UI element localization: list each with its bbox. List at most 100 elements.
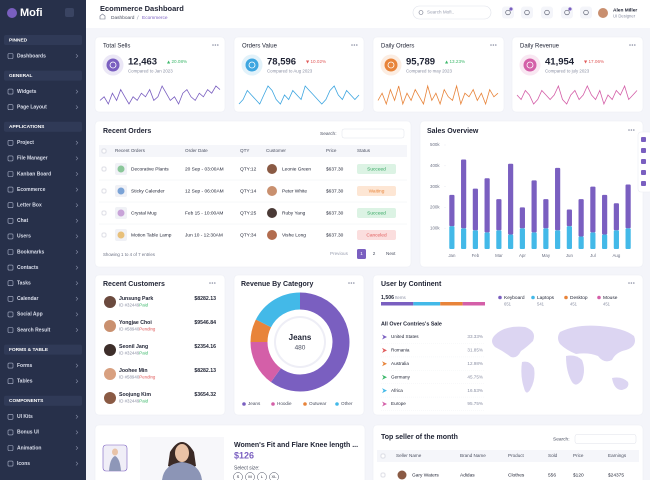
menu-dot[interactable] — [348, 282, 350, 284]
pagination[interactable]: 1 — [360, 251, 363, 256]
menu-item[interactable]: Letter Box — [17, 203, 42, 209]
header-icon[interactable] — [541, 6, 553, 19]
menu-dot[interactable] — [495, 44, 497, 46]
menu-dot[interactable] — [353, 44, 356, 46]
customer-avatar — [104, 392, 116, 404]
menu-dot[interactable] — [350, 282, 353, 284]
toolbar-icon[interactable] — [641, 170, 646, 175]
menu-dot[interactable] — [212, 44, 214, 46]
menu-item[interactable]: Social App — [17, 312, 43, 318]
menu-item[interactable]: Icons — [17, 461, 30, 467]
menu-item[interactable]: Contacts — [17, 265, 39, 271]
menu-item[interactable]: Users — [17, 234, 31, 240]
checkbox[interactable] — [101, 188, 107, 194]
menu-dot[interactable] — [633, 129, 635, 131]
checkbox[interactable] — [101, 210, 107, 216]
size-option[interactable] — [269, 472, 279, 480]
menu-dot[interactable] — [351, 44, 353, 46]
badge — [568, 7, 572, 11]
toolbar-icon[interactable] — [641, 148, 646, 153]
menu-dot[interactable] — [630, 282, 633, 284]
menu-item[interactable]: Chat — [17, 218, 28, 224]
menu-dot[interactable] — [630, 129, 633, 131]
menu-item[interactable]: Project — [17, 140, 34, 146]
menu-item[interactable]: Bookmarks — [17, 249, 44, 255]
size-option[interactable] — [245, 472, 255, 480]
amount: $8282.13 — [194, 368, 216, 374]
stat-value: 41,954 — [545, 57, 575, 68]
menu-item[interactable]: Calendar — [17, 296, 38, 302]
checkbox[interactable] — [101, 148, 107, 154]
size-text[interactable]: M — [248, 474, 251, 479]
search-input[interactable] — [574, 434, 637, 444]
customer-id-number: ID #32449 — [119, 303, 140, 308]
menu-dot[interactable] — [353, 282, 355, 284]
menu-dot[interactable] — [356, 44, 358, 46]
menu-item[interactable]: Kanban Board — [17, 171, 51, 177]
menu-icon — [7, 413, 14, 420]
menu-dot[interactable] — [634, 44, 636, 46]
checkbox[interactable] — [101, 166, 107, 172]
payment-status: Pending — [139, 375, 156, 380]
size-option[interactable] — [233, 472, 243, 480]
x-tick-label: Feb — [472, 253, 480, 258]
checkbox[interactable] — [101, 232, 107, 238]
toolbar-icon[interactable] — [641, 159, 646, 164]
y-tick-label: 100k — [430, 225, 440, 230]
card — [94, 274, 226, 416]
menu-dot[interactable] — [628, 282, 630, 284]
search-box[interactable] — [412, 5, 492, 20]
pagination[interactable]: Previous — [330, 251, 349, 256]
customer-name: Ruby Yang — [282, 210, 306, 216]
trend-arrow — [167, 60, 171, 64]
bar-segment — [625, 228, 631, 249]
pagination[interactable]: 2 — [373, 251, 376, 256]
menu-item[interactable]: Search Result — [17, 327, 51, 333]
menu-item[interactable]: Tasks — [17, 281, 31, 287]
menu-item[interactable]: UI Kits — [17, 414, 33, 420]
search-input[interactable] — [341, 128, 405, 139]
menu-item[interactable]: Forms — [17, 363, 33, 369]
avatar[interactable] — [598, 8, 608, 18]
menu-dot[interactable] — [629, 44, 631, 46]
menu-item[interactable]: Animation — [17, 445, 41, 451]
cell: Gary Waters — [412, 472, 439, 478]
size-option[interactable] — [257, 472, 267, 480]
size-text[interactable]: XL — [272, 474, 278, 479]
checkbox[interactable] — [380, 472, 386, 478]
menu-dot[interactable] — [492, 44, 495, 46]
customer-id: ID #58940Pending — [119, 327, 156, 332]
menu-dot[interactable] — [214, 282, 216, 284]
menu-dot[interactable] — [628, 129, 630, 131]
toolbar-icon[interactable] — [641, 137, 646, 142]
header-icon[interactable] — [521, 6, 533, 19]
menu-dot[interactable] — [214, 44, 217, 46]
page-active[interactable] — [357, 249, 366, 259]
bar-segment — [613, 203, 619, 231]
toolbar-icon[interactable] — [641, 181, 646, 186]
menu-item[interactable]: Page Layout — [17, 105, 47, 111]
product-name: Sticky Calender — [131, 188, 165, 194]
payment-status: Paid — [139, 399, 148, 404]
size-text[interactable]: S — [237, 474, 240, 479]
menu-dot[interactable] — [217, 44, 219, 46]
menu-item[interactable]: Tables — [17, 379, 33, 385]
menu-item[interactable]: Bonus UI — [17, 430, 40, 436]
section-band — [4, 395, 82, 406]
menu-item[interactable]: File Manager — [17, 156, 48, 162]
menu-toggle[interactable] — [65, 8, 74, 17]
country-share: 33.33% — [467, 334, 483, 339]
menu-icon — [7, 264, 14, 271]
menu-item[interactable]: Dashboards — [17, 53, 46, 59]
menu-dot[interactable] — [211, 282, 214, 284]
menu-item[interactable]: Widgets — [17, 89, 37, 95]
checkbox[interactable] — [380, 453, 386, 459]
menu-dot[interactable] — [631, 44, 634, 46]
header-icon[interactable] — [580, 6, 592, 19]
menu-dot[interactable] — [209, 282, 211, 284]
menu-dot[interactable] — [633, 282, 635, 284]
menu-dot[interactable] — [490, 44, 492, 46]
size-text[interactable]: L — [261, 474, 264, 479]
menu-item[interactable]: Ecommerce — [17, 187, 46, 193]
pagination[interactable]: Next — [386, 251, 396, 256]
